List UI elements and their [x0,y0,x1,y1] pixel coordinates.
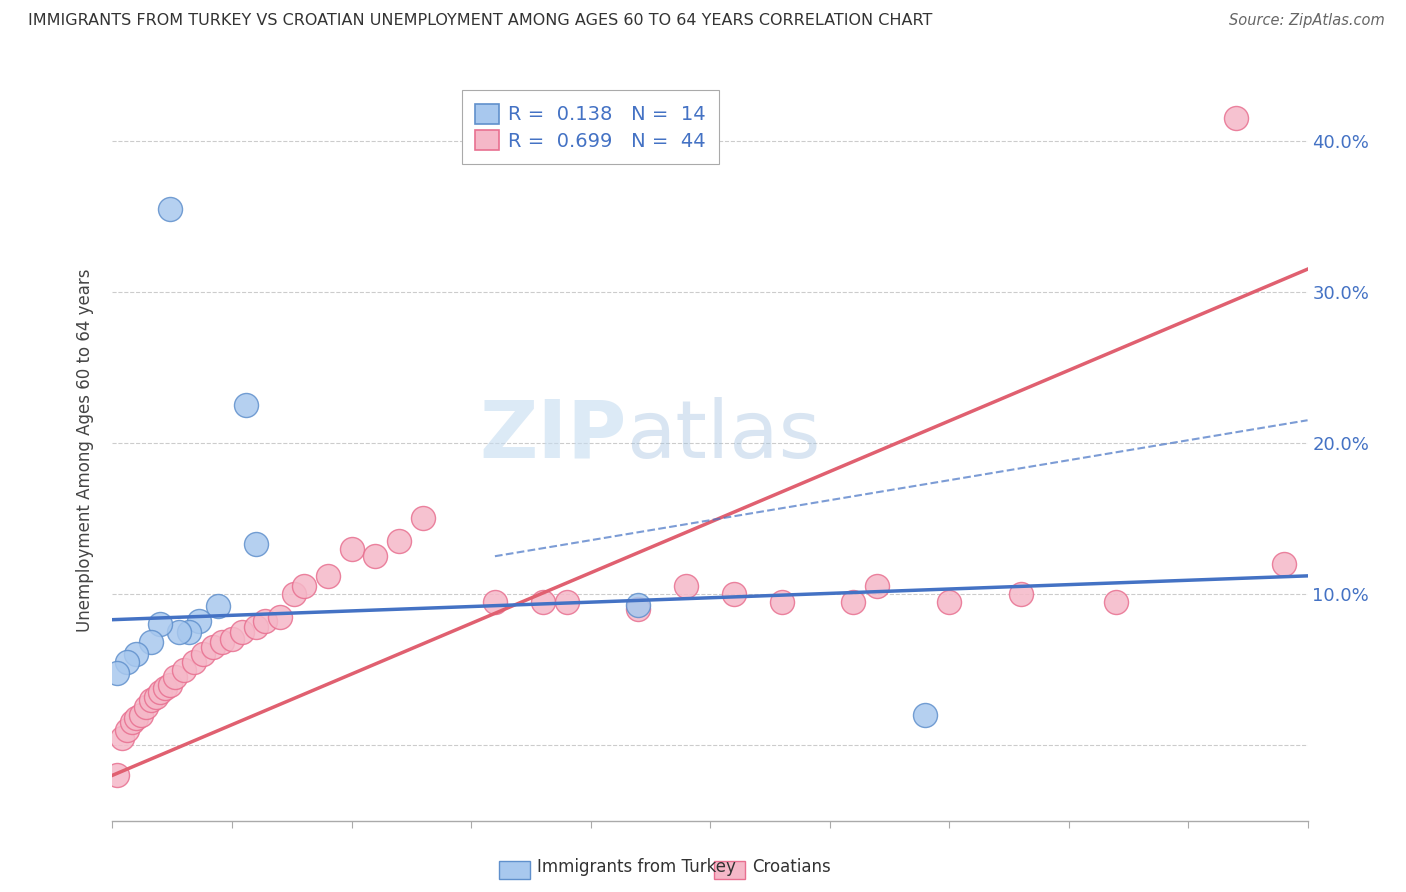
Point [531,594,554,608]
Point [169,624,191,639]
Point [177,624,200,639]
Text: Immigrants from Turkey: Immigrants from Turkey [537,858,735,876]
Text: atlas: atlas [627,397,821,475]
Point [149,685,172,699]
Point [254,614,277,628]
Point [1105,594,1128,608]
Point [149,617,172,632]
Point [231,624,253,639]
Point [187,614,209,628]
Legend: R =  0.138   N =  14, R =  0.699   N =  44: R = 0.138 N = 14, R = 0.699 N = 44 [461,90,720,164]
Point [235,398,257,412]
Point [211,635,233,649]
Point [145,690,167,704]
Point [340,541,363,556]
Point [111,731,134,745]
Point [283,587,305,601]
Point [135,700,157,714]
Point [1225,111,1247,125]
Text: IMMIGRANTS FROM TURKEY VS CROATIAN UNEMPLOYMENT AMONG AGES 60 TO 64 YEARS CORREL: IMMIGRANTS FROM TURKEY VS CROATIAN UNEMP… [28,13,932,29]
Point [129,707,152,722]
Point [139,692,162,706]
Point [207,599,229,613]
Point [866,579,889,593]
Point [201,640,224,654]
Point [1010,587,1032,601]
Point [245,537,267,551]
Point [125,711,148,725]
Point [153,681,176,695]
Point [221,632,243,647]
Point [269,609,291,624]
Point [139,635,162,649]
Y-axis label: Unemployment Among Ages 60 to 64 years: Unemployment Among Ages 60 to 64 years [76,268,94,632]
Text: ZIP: ZIP [479,397,627,475]
Point [245,620,267,634]
Point [555,594,578,608]
Point [412,511,434,525]
Point [121,715,143,730]
Point [770,594,793,608]
Point [159,202,181,216]
Point [183,655,205,669]
Point [627,598,650,612]
Point [842,594,865,608]
Point [675,579,697,593]
Text: Croatians: Croatians [752,858,831,876]
Point [938,594,960,608]
Point [914,707,936,722]
Point [125,648,148,662]
Point [193,648,215,662]
Point [484,594,506,608]
Point [364,549,387,564]
Point [173,663,195,677]
Point [1272,557,1295,571]
Point [115,723,138,737]
Point [316,569,339,583]
Point [105,768,128,782]
Point [723,587,745,601]
Point [627,602,650,616]
Point [105,665,128,680]
Text: Source: ZipAtlas.com: Source: ZipAtlas.com [1229,13,1385,29]
Point [163,670,186,684]
Point [292,579,315,593]
Point [115,655,138,669]
Point [159,678,181,692]
Point [388,534,411,549]
